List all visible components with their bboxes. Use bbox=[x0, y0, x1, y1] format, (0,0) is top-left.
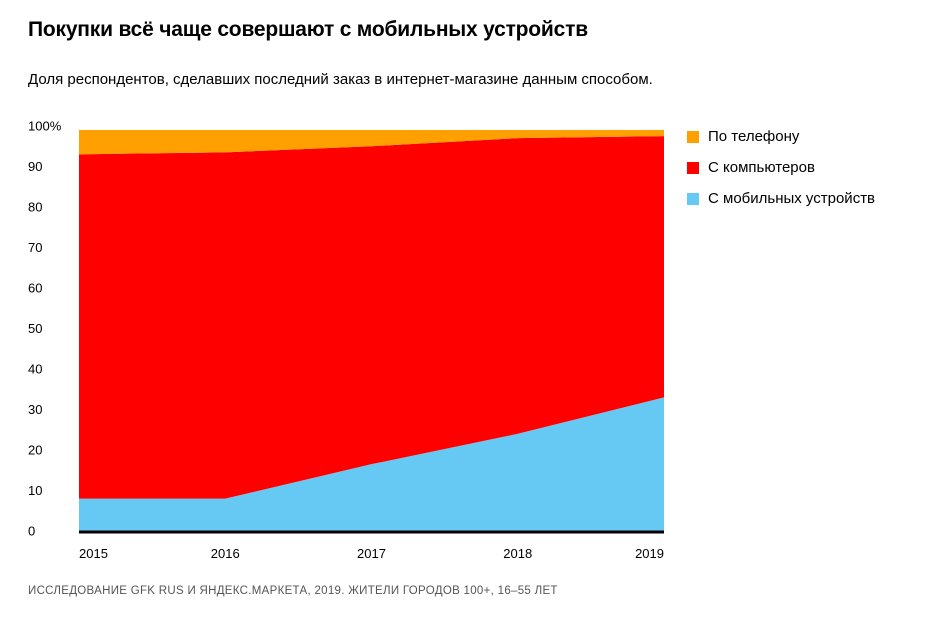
legend-label: С компьютеров bbox=[708, 159, 815, 176]
chart-legend: По телефону С компьютеров С мобильных устр… bbox=[687, 121, 875, 214]
legend-item: С компьютеров bbox=[687, 152, 875, 183]
x-tick-label: 2016 bbox=[211, 546, 240, 561]
y-tick-label: 40 bbox=[28, 361, 42, 376]
y-tick-label: 100% bbox=[28, 118, 62, 133]
y-tick-label: 20 bbox=[28, 442, 42, 457]
x-tick-label: 2015 bbox=[79, 546, 108, 561]
source-note: ИССЛЕДОВАНИЕ GFK RUS И ЯНДЕКС.МАРКЕТА, 2… bbox=[28, 585, 558, 597]
legend-swatch bbox=[687, 130, 699, 143]
y-tick-label: 0 bbox=[28, 523, 35, 538]
y-tick-label: 50 bbox=[28, 321, 42, 336]
legend-label: С мобильных устройств bbox=[708, 190, 876, 207]
y-tick-label: 30 bbox=[28, 402, 42, 417]
x-tick-label: 2017 bbox=[357, 546, 386, 561]
x-tick-label: 2018 bbox=[503, 546, 532, 561]
legend-label: По телефону bbox=[708, 128, 800, 145]
chart-title: Покупки всё чаще совершают с мобильных у… bbox=[28, 18, 588, 41]
y-tick-label: 10 bbox=[28, 483, 42, 498]
x-tick-label: 2019 bbox=[635, 546, 664, 561]
y-tick-label: 80 bbox=[28, 199, 42, 214]
y-tick-label: 90 bbox=[28, 159, 42, 174]
legend-item: По телефону bbox=[687, 121, 875, 152]
legend-item: С мобильных устройств bbox=[687, 183, 875, 214]
chart-subtitle: Доля респондентов, сделавших последний з… bbox=[28, 71, 653, 88]
area-series-1 bbox=[79, 136, 664, 499]
y-tick-label: 60 bbox=[28, 280, 42, 295]
legend-swatch bbox=[687, 161, 699, 174]
y-tick-label: 70 bbox=[28, 240, 42, 255]
area-series-2 bbox=[79, 130, 664, 155]
legend-swatch bbox=[687, 192, 699, 205]
